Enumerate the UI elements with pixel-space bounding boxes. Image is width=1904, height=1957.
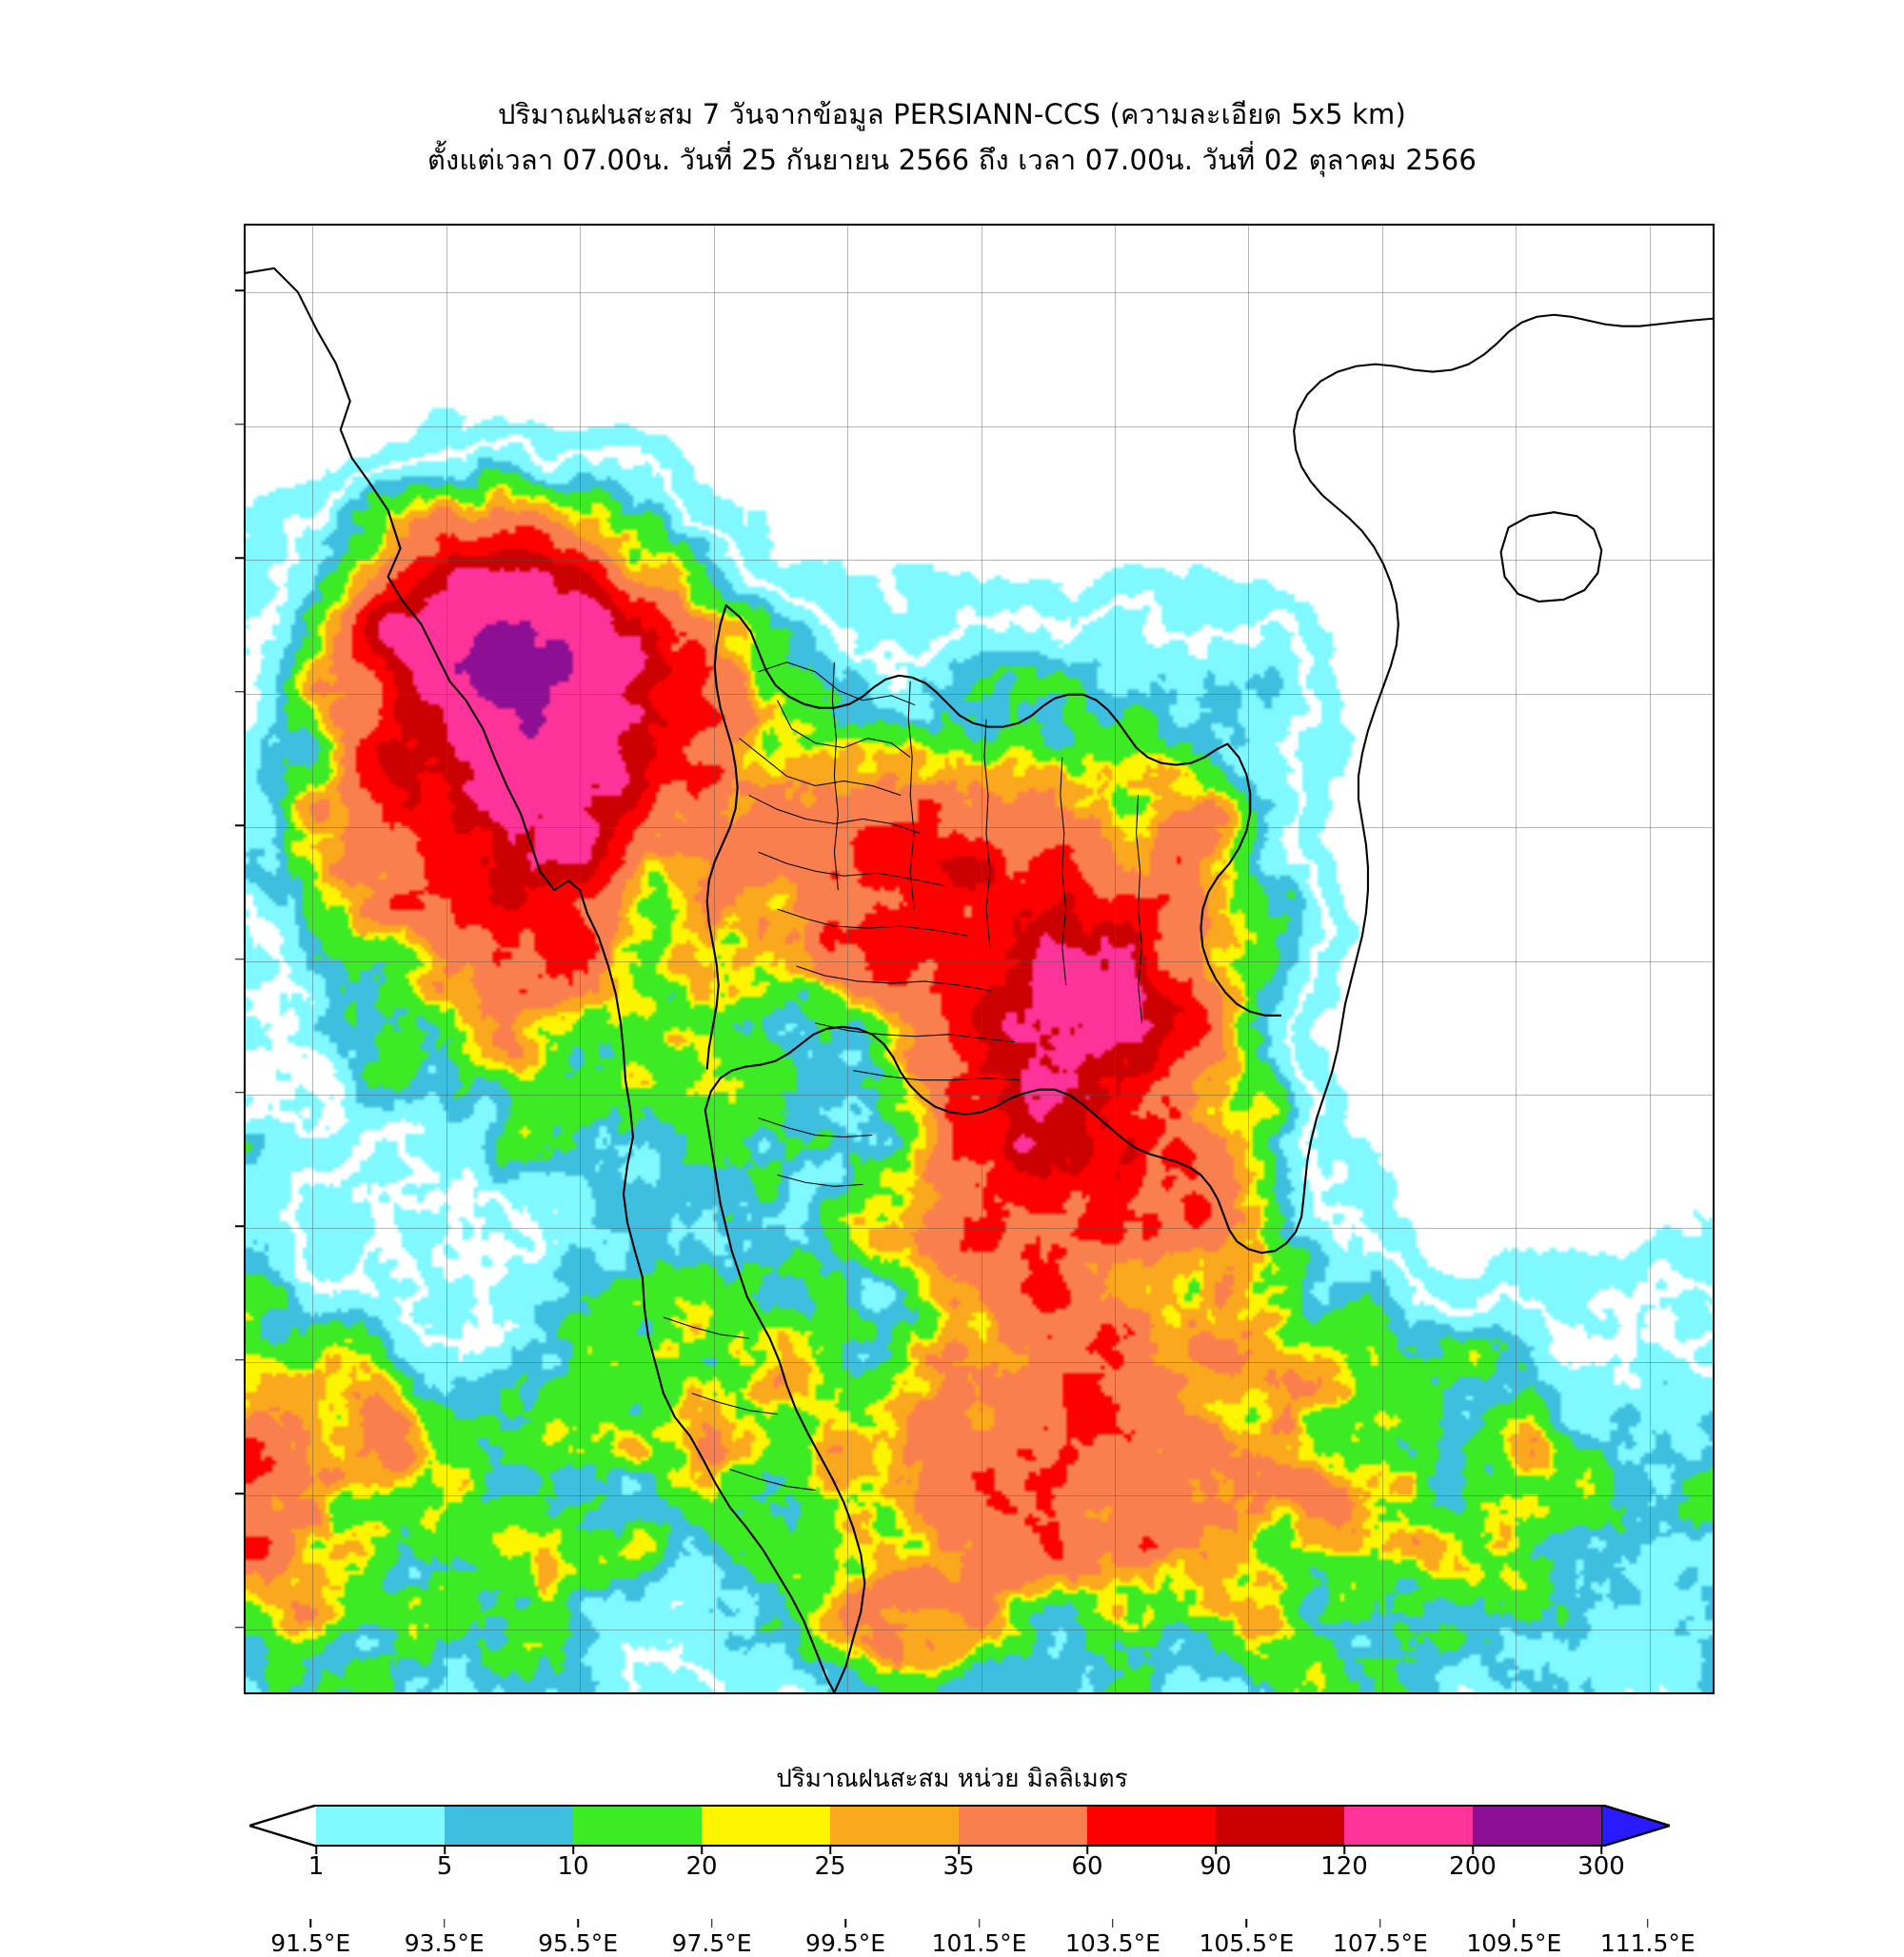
colorbar-band: [1344, 1807, 1473, 1845]
rainfall-field-canvas: [246, 226, 1713, 1692]
colorbar-tick-label: 90: [1200, 1852, 1232, 1881]
chart-title-block: ปริมาณฝนสะสม 7 วันจากข้อมูล PERSIANN-CCS…: [0, 91, 1904, 183]
x-axis-tick-mark: [978, 1919, 981, 1927]
y-axis-tick-mark: [235, 958, 244, 960]
colorbar-band: [1087, 1807, 1216, 1845]
x-axis-tick-label: 111.5°E: [1599, 1929, 1696, 1957]
colorbar-tick-label: 35: [942, 1852, 975, 1881]
x-axis-tick-label: 103.5°E: [1065, 1929, 1160, 1957]
colorbar-tick-mark: [1600, 1847, 1602, 1854]
x-axis-tick-label: 99.5°E: [805, 1929, 886, 1957]
x-axis-tick-mark: [309, 1919, 311, 1927]
colorbar-tick-mark: [701, 1847, 703, 1854]
y-axis-tick-mark: [235, 690, 244, 693]
colorbar-tick-mark: [572, 1847, 574, 1854]
colorbar-band: [830, 1807, 959, 1845]
colorbar-tick-label: 60: [1071, 1852, 1103, 1881]
colorbar-tick-label: 120: [1320, 1852, 1368, 1881]
colorbar-tick-label: 5: [436, 1852, 453, 1881]
map-plot-area: 3.5°N5.5°N7.5°N9.5°N11.5°N13.5°N15.5°N17…: [235, 224, 1715, 1957]
colorbar-band: [1473, 1807, 1601, 1845]
x-axis-tick-label: 97.5°E: [671, 1929, 752, 1957]
colorbar-tick-label: 300: [1577, 1852, 1625, 1881]
x-axis-tick-mark: [710, 1919, 713, 1927]
colorbar-tick-mark: [958, 1847, 960, 1854]
y-axis-tick-mark: [235, 289, 244, 291]
colorbar-over-arrow: [1601, 1805, 1670, 1847]
x-axis-tick-mark: [1245, 1919, 1248, 1927]
colorbar-tick-mark: [1343, 1847, 1345, 1854]
colorbar-band: [959, 1807, 1087, 1845]
x-axis-tick-mark: [844, 1919, 846, 1927]
y-axis-tick-mark: [235, 1492, 244, 1495]
colorbar-tick-label: 200: [1449, 1852, 1497, 1881]
colorbar-bands: [316, 1805, 1601, 1847]
colorbar-band: [573, 1807, 702, 1845]
x-axis-tick-mark: [1513, 1919, 1516, 1927]
x-axis-tick-mark: [443, 1919, 446, 1927]
colorbar-band: [316, 1807, 445, 1845]
colorbar-tick-label: 10: [557, 1852, 589, 1881]
x-axis-tick-mark: [577, 1919, 579, 1927]
map-frame: [244, 224, 1715, 1694]
x-axis-tick-label: 93.5°E: [404, 1929, 485, 1957]
rainfall-raster: [246, 226, 1713, 1692]
title-line-1: ปริมาณฝนสะสม 7 วันจากข้อมูล PERSIANN-CCS…: [497, 98, 1407, 130]
colorbar-title: ปริมาณฝนสะสม หน่วย มิลลิเมตร: [776, 1765, 1128, 1793]
colorbar-band: [702, 1807, 830, 1845]
colorbar-tick-mark: [1086, 1847, 1088, 1854]
x-axis-tick-label: 109.5°E: [1466, 1929, 1562, 1957]
y-axis-tick-mark: [235, 1225, 244, 1228]
x-axis-tick-mark: [1112, 1919, 1114, 1927]
x-axis-tick-mark: [1647, 1919, 1649, 1927]
y-axis-tick-mark: [235, 824, 244, 826]
colorbar-tick-mark: [829, 1847, 831, 1854]
x-axis-tick-mark: [1379, 1919, 1381, 1927]
x-axis-tick-label: 91.5°E: [270, 1929, 351, 1957]
colorbar-tick-label: 20: [685, 1852, 718, 1881]
x-axis-tick-label: 95.5°E: [538, 1929, 619, 1957]
title-line-2: ตั้งแต่เวลา 07.00น. วันที่ 25 กันยายน 25…: [426, 144, 1478, 176]
colorbar-tick-mark: [444, 1847, 446, 1854]
colorbar-tick-mark: [315, 1847, 317, 1854]
y-axis-tick-mark: [235, 423, 244, 425]
colorbar-tick-label: 1: [307, 1852, 325, 1881]
colorbar-band: [445, 1807, 573, 1845]
x-axis-tick-label: 101.5°E: [931, 1929, 1027, 1957]
colorbar: 1 5 10 20 25 35 60 90 120 200 300: [249, 1805, 1670, 1881]
colorbar-tick-label: 25: [814, 1852, 846, 1881]
y-axis-tick-mark: [235, 1092, 244, 1094]
colorbar-under-arrow: [249, 1805, 318, 1847]
x-axis-tick-label: 105.5°E: [1199, 1929, 1295, 1957]
colorbar-band: [1216, 1807, 1344, 1845]
colorbar-tick-mark: [1215, 1847, 1217, 1854]
y-axis-tick-mark: [235, 1359, 244, 1361]
colorbar-tick-mark: [1472, 1847, 1474, 1854]
y-axis-tick-mark: [235, 1627, 244, 1629]
y-axis-tick-mark: [235, 557, 244, 559]
x-axis-tick-label: 107.5°E: [1332, 1929, 1428, 1957]
